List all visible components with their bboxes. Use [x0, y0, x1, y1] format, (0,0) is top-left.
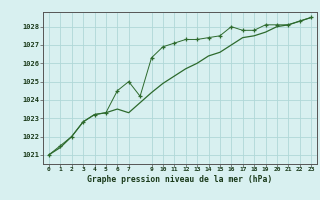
X-axis label: Graphe pression niveau de la mer (hPa): Graphe pression niveau de la mer (hPa): [87, 175, 273, 184]
